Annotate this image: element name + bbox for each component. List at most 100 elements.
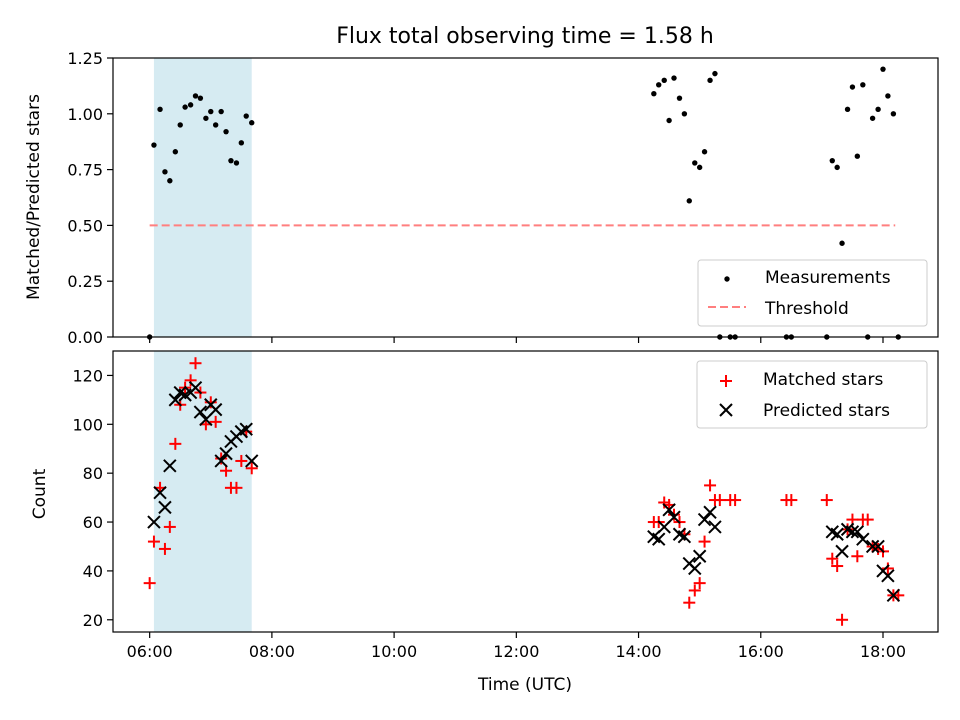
predicted-stars-point bbox=[865, 539, 880, 554]
panel-ratio-frame bbox=[112, 57, 939, 338]
panel-count-ylabel: Count bbox=[30, 468, 50, 519]
matched-stars-point bbox=[851, 550, 864, 563]
matched-stars-point bbox=[204, 396, 217, 409]
matched-stars-point bbox=[729, 494, 742, 507]
measurements-point bbox=[203, 115, 209, 121]
predicted-stars-point bbox=[158, 500, 172, 515]
measurements-point bbox=[880, 66, 886, 72]
matched-stars-point bbox=[163, 520, 176, 533]
predicted-stars-point bbox=[856, 532, 870, 546]
matched-stars-point bbox=[826, 552, 839, 565]
predicted-stars-point bbox=[677, 529, 692, 544]
matched-stars-point bbox=[245, 462, 258, 475]
predicted-stars-point bbox=[886, 588, 901, 603]
y-tick-label: 0.00 bbox=[67, 328, 103, 347]
predicted-stars-point bbox=[163, 459, 177, 473]
y-tick-label: 0.50 bbox=[67, 216, 103, 235]
measurements-point bbox=[157, 106, 163, 113]
x-tick-label: 06:00 bbox=[127, 642, 173, 661]
matched-stars-point bbox=[831, 560, 844, 573]
y-tick-label: 100 bbox=[72, 415, 103, 434]
measurements-point bbox=[238, 140, 245, 146]
y-tick-label: 40 bbox=[83, 562, 103, 581]
matched-stars-point bbox=[820, 494, 833, 507]
predicted-stars-point bbox=[688, 561, 702, 576]
measurements-point bbox=[712, 70, 718, 77]
measurements-point bbox=[651, 91, 657, 97]
x-tick-label: 08:00 bbox=[249, 642, 295, 661]
matched-stars-point bbox=[189, 357, 202, 370]
predicted-stars-point bbox=[219, 446, 233, 461]
panel-count: 20 40 60 80 100 120 06:00 08:00 10:00 12:00 14:00… bbox=[30, 350, 939, 695]
predicted-stars-point bbox=[208, 402, 223, 417]
measurements-point bbox=[187, 102, 194, 108]
predicted-stars-point bbox=[871, 539, 885, 554]
measurements-point bbox=[223, 128, 229, 135]
measurements-point bbox=[681, 111, 688, 117]
matched-stars-point bbox=[698, 535, 711, 548]
measurements-point bbox=[686, 198, 692, 204]
measurements-point bbox=[177, 122, 183, 128]
x-tick-label: 12:00 bbox=[493, 642, 539, 661]
observing-window-shade bbox=[153, 58, 252, 337]
measurements-point bbox=[212, 122, 219, 128]
legend-matched-marker bbox=[720, 375, 732, 387]
matched-stars-point bbox=[158, 542, 171, 555]
matched-stars-point bbox=[147, 535, 160, 548]
measurements-point bbox=[707, 77, 713, 84]
legend-threshold-label: Threshold bbox=[764, 299, 849, 319]
predicted-stars-point bbox=[703, 505, 717, 519]
panel-count-frame bbox=[112, 350, 939, 633]
predicted-stars-point bbox=[147, 515, 161, 529]
measurements-point bbox=[197, 95, 204, 101]
matched-stars-point bbox=[881, 562, 894, 575]
x-tick-label: 18:00 bbox=[860, 642, 906, 661]
measurements-point bbox=[890, 111, 897, 117]
measurements-point bbox=[849, 84, 856, 90]
matched-stars-point bbox=[861, 513, 874, 526]
measurements-point bbox=[151, 142, 157, 148]
measurements-point bbox=[869, 115, 876, 121]
measurements-point bbox=[167, 178, 173, 184]
predicted-stars-point bbox=[850, 525, 865, 539]
measurements-point bbox=[228, 157, 234, 164]
x-tick-label: 10:00 bbox=[371, 642, 417, 661]
predicted-stars-point bbox=[168, 393, 183, 407]
y-tick-label: 20 bbox=[83, 611, 103, 630]
measurements-point bbox=[854, 153, 861, 159]
panel-ratio: 0.00 0.25 0.50 0.75 1.00 1.25 Matched/Predict… bbox=[24, 49, 939, 347]
predicted-stars-point bbox=[667, 510, 681, 524]
legend-measurements-marker bbox=[724, 276, 730, 282]
predicted-stars-point bbox=[830, 527, 844, 541]
predicted-stars-point bbox=[662, 503, 676, 517]
y-tick-label: 1.00 bbox=[67, 105, 103, 124]
y-tick-label: 0.25 bbox=[67, 272, 103, 291]
predicted-stars-point bbox=[845, 525, 860, 539]
legend-count: Matched stars Predicted stars bbox=[696, 360, 928, 429]
y-tick-label: 120 bbox=[72, 366, 103, 385]
matched-stars-point bbox=[713, 494, 726, 507]
y-tick-label: 0.75 bbox=[67, 161, 103, 180]
matched-stars-point bbox=[169, 437, 182, 450]
measurements-point bbox=[656, 82, 662, 88]
predicted-stars-point bbox=[214, 454, 228, 468]
predicted-stars-point bbox=[835, 544, 849, 559]
legend-matched-label: Matched stars bbox=[763, 370, 883, 390]
measurements-point bbox=[249, 120, 255, 126]
x-axis-label: Time (UTC) bbox=[477, 675, 572, 695]
x-tick-label: 14:00 bbox=[616, 642, 662, 661]
predicted-stars-point bbox=[245, 454, 259, 468]
measurements-point bbox=[233, 160, 240, 166]
measurements-point bbox=[885, 93, 891, 99]
measurements-point bbox=[192, 93, 199, 99]
legend-predicted-marker bbox=[719, 403, 733, 417]
predicted-stars-point bbox=[697, 512, 712, 527]
y-tick-label: 1.25 bbox=[67, 49, 103, 68]
matched-stars-point bbox=[683, 596, 696, 609]
measurements-point bbox=[696, 164, 703, 171]
observing-window-shade bbox=[153, 351, 252, 632]
measurements-point bbox=[162, 169, 168, 175]
matched-stars-point bbox=[235, 454, 248, 467]
legend-predicted-label: Predicted stars bbox=[763, 401, 890, 421]
